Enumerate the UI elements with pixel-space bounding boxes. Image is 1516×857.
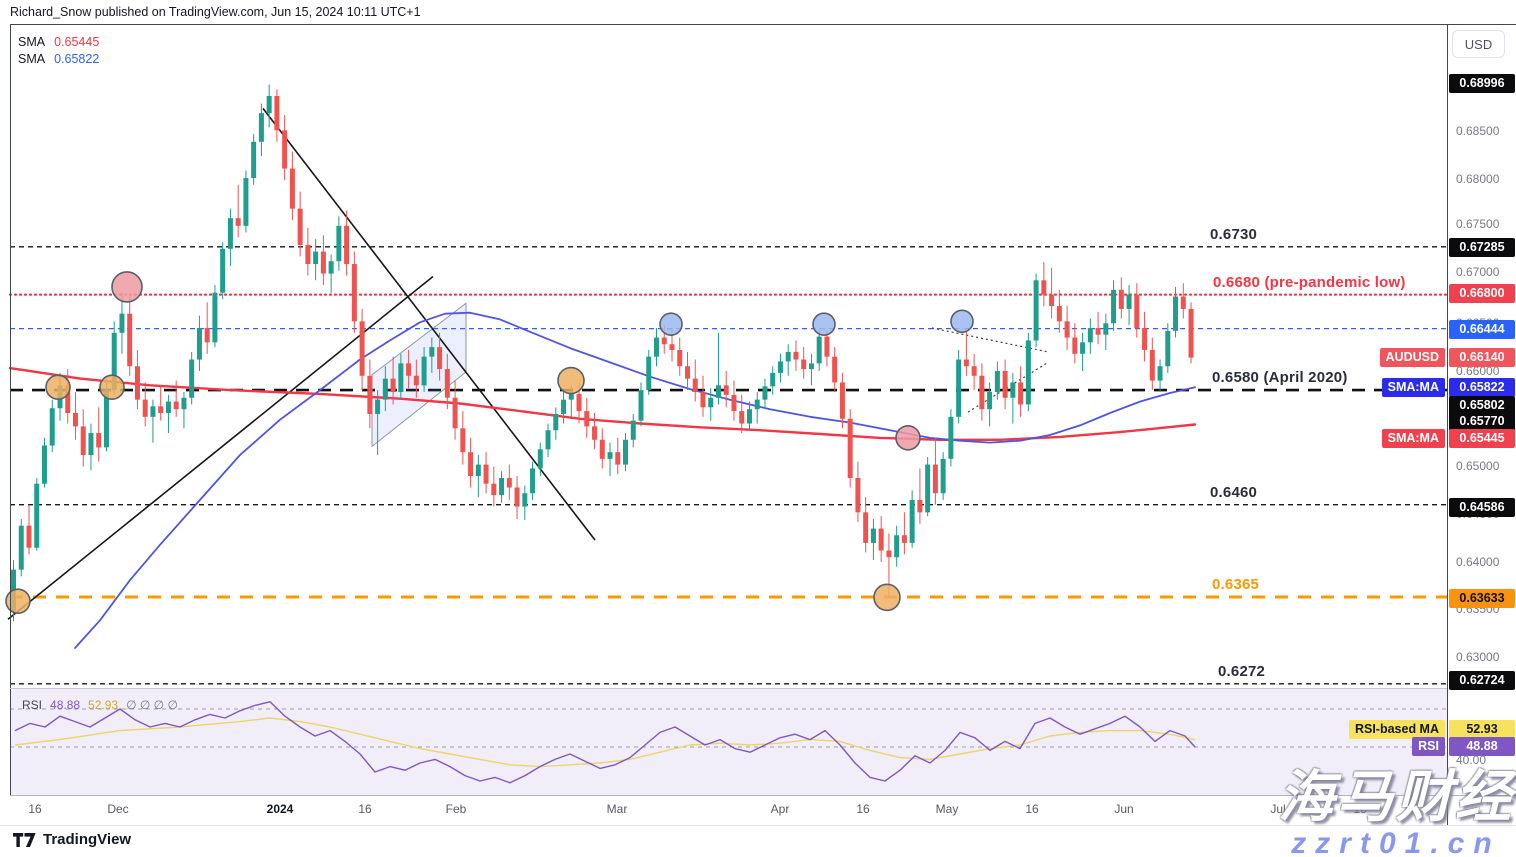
level-label: 0.6460 (1210, 483, 1258, 501)
time-axis-label: 16 (358, 802, 372, 816)
sma-legend-row-slow[interactable]: SMA 0.65822 (18, 50, 99, 67)
time-axis-label: Mar (606, 802, 628, 816)
price-axis-badge: 0.64586 (1449, 497, 1515, 517)
tradingview-brand[interactable]: TradingView (43, 831, 132, 848)
price-axis-badge: 48.88 (1449, 736, 1515, 756)
level-label: 0.6365 (1212, 576, 1260, 594)
level-label: 0.6680 (pre-pandemic low) (1213, 273, 1406, 291)
price-axis-label: 0.64000 (1456, 555, 1500, 569)
series-tag-badge: AUDUSD (1379, 347, 1445, 367)
price-axis-badge: 0.68996 (1449, 73, 1515, 93)
time-axis-label: Jul (1270, 802, 1286, 816)
series-tag-badge: RSI (1412, 736, 1445, 756)
sma-label: SMA (18, 34, 46, 49)
time-axis-label: Dec (107, 802, 129, 816)
price-axis-label: 0.63000 (1456, 650, 1500, 664)
series-tag-badge: RSI-based MA (1348, 719, 1445, 739)
indicator-legend: SMA 0.65445 SMA 0.65822 (18, 33, 99, 67)
time-axis-label: 16 (1025, 802, 1039, 816)
sma-label: SMA (18, 51, 46, 66)
price-axis-badge: 0.66444 (1449, 319, 1515, 339)
time-axis-label: Jun (1114, 802, 1134, 816)
time-axis-label: 16 (856, 802, 870, 816)
rsi-ma-value: 52.93 (88, 698, 119, 712)
price-axis-label: 0.67500 (1456, 217, 1500, 231)
rsi-hidden-params-icons: ∅ ∅ ∅ ∅ (126, 698, 178, 712)
time-axis-label: 16 (1353, 802, 1367, 816)
rsi-label: RSI (22, 698, 43, 712)
series-tag-badge: SMA:MA (1381, 428, 1445, 448)
rsi-value: 48.88 (50, 698, 81, 712)
rsi-legend[interactable]: RSI 48.88 52.93 ∅ ∅ ∅ ∅ (22, 698, 178, 712)
price-axis-badge: 0.65802 (1449, 395, 1515, 415)
price-axis-badge: 0.67285 (1449, 237, 1515, 257)
price-axis-label: 0.65000 (1456, 459, 1500, 473)
footer-bar: TradingView (13, 831, 131, 848)
time-axis-label: Apr (770, 802, 790, 816)
level-label: 0.6272 (1218, 662, 1266, 680)
price-axis-label: 0.66000 (1456, 364, 1500, 378)
sma-value: 0.65445 (54, 34, 100, 49)
currency-toggle-button[interactable]: USD (1452, 30, 1505, 58)
price-axis-label: 0.68500 (1456, 124, 1500, 138)
series-tag-badge: SMA:MA (1381, 377, 1445, 397)
time-axis-label: May (935, 802, 959, 816)
price-axis-badge: 0.66800 (1449, 283, 1515, 303)
level-label: 0.6580 (April 2020) (1212, 369, 1348, 387)
price-axis-label: 0.67000 (1456, 265, 1500, 279)
price-axis-badge: 0.65770 (1449, 411, 1515, 431)
price-axis-badge: 0.65445 (1449, 428, 1515, 448)
price-axis-badge: 0.63633 (1449, 588, 1515, 608)
sma-value: 0.65822 (54, 51, 100, 66)
time-axis-label: 2024 (266, 802, 294, 816)
sma-legend-row-fast[interactable]: SMA 0.65445 (18, 33, 99, 50)
time-axis-label: Feb (445, 802, 467, 816)
price-axis-badge: 0.65822 (1449, 377, 1515, 397)
level-label: 0.6730 (1210, 225, 1258, 243)
price-axis-label: 40.00 (1456, 753, 1487, 767)
time-axis-label: 16 (28, 802, 42, 816)
price-axis-badge: 52.93 (1449, 719, 1515, 739)
price-axis-badge: 0.66140 (1449, 347, 1515, 367)
price-axis-badge: 0.62724 (1449, 670, 1515, 690)
publish-info: Richard_Snow published on TradingView.co… (10, 5, 421, 19)
tradingview-logo-icon[interactable] (13, 832, 36, 847)
price-axis-label: 0.68000 (1456, 172, 1500, 186)
